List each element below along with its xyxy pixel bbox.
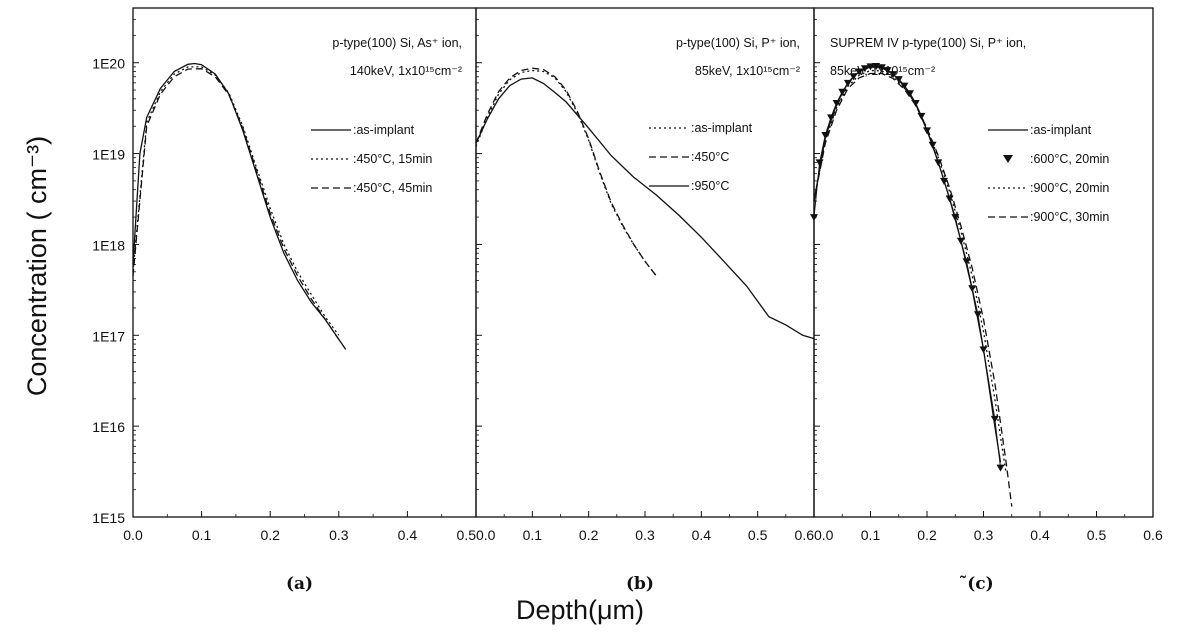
panel-annotation: 85keV, 1x10¹⁵cm⁻²	[695, 64, 800, 78]
x-tick-label: 0.5	[1087, 527, 1107, 543]
x-tick-label: 0.3	[635, 527, 655, 543]
series-line	[132, 66, 340, 336]
x-tick-label: 0.1	[523, 527, 543, 543]
panel-label: ̃(c)	[959, 574, 993, 594]
x-tick-label: 0.3	[974, 527, 994, 543]
panel-label: (a)	[286, 574, 313, 594]
x-tick-label: 0.3	[329, 527, 349, 543]
series-marker	[996, 464, 1005, 472]
series-marker	[810, 214, 818, 222]
series-line	[813, 72, 1013, 507]
legend-label: :950°C	[691, 179, 729, 193]
panel-annotation: p-type(100) Si, P⁺ ion,	[676, 36, 800, 50]
series-marker	[821, 132, 830, 139]
series-marker	[906, 90, 914, 98]
legend-label: :900°C, 20min	[1030, 181, 1109, 195]
y-tick-label: 1E18	[92, 237, 125, 253]
series-marker	[945, 195, 954, 203]
series-marker	[928, 141, 937, 149]
legend-marker	[1003, 155, 1013, 163]
legend-label: :450°C	[691, 150, 729, 164]
series-marker	[838, 88, 847, 96]
series-marker	[860, 65, 869, 73]
series-line	[475, 69, 657, 277]
x-axis-title: Depth(μm)	[516, 595, 644, 625]
y-tick-label: 1E20	[92, 56, 125, 72]
series-marker	[889, 71, 898, 79]
x-tick-label: 0.0	[123, 527, 143, 543]
series-marker	[827, 114, 835, 122]
legend-label: :450°C, 45min	[353, 181, 432, 195]
panel-3: 0.0 0.1 0.2 0.3 0.4 0.5 0.6 SUPREM IV p-type(10…	[810, 7, 1163, 594]
x-tick-label: 0.0	[476, 527, 496, 543]
series-marker	[962, 258, 971, 266]
panel-annotation: p-type(100) Si, As⁺ ion,	[332, 36, 462, 50]
y-tick-label: 1E15	[92, 510, 125, 526]
legend-label: :900°C, 30min	[1030, 210, 1109, 224]
series-line	[813, 69, 1007, 474]
legend-label: :450°C, 15min	[353, 152, 432, 166]
panel-annotation: 140keV, 1x10¹⁵cm⁻²	[350, 64, 462, 78]
panel-annotation: 85keV, 1x10¹⁵cm⁻²	[830, 64, 935, 78]
series-marker	[990, 415, 999, 423]
series-marker	[883, 67, 892, 75]
series-line	[475, 67, 657, 277]
series-marker	[849, 73, 858, 81]
x-tick-label: 0.2	[260, 527, 280, 543]
panel-1: 1E15 1E16 1E17 1E18 1E19 1E20 0.0 0.1 0.2 0.3 0.4 0…	[92, 7, 477, 594]
x-tick-label: 0.4	[1030, 527, 1050, 543]
series-line	[132, 62, 347, 350]
x-tick-label: 0.6	[1143, 527, 1163, 543]
series-marker	[855, 68, 864, 76]
panel-annotation: SUPREM IV p-type(100) Si, P⁺ ion,	[830, 36, 1026, 50]
legend-label: :as-implant	[691, 121, 753, 135]
legend-label: :as-implant	[1030, 123, 1092, 137]
panel-2: 0.0 0.1 0.2 0.3 0.4 0.5 0.6 p-type(100) Si, P⁺ …	[475, 7, 815, 594]
legend-label: :600°C, 20min	[1030, 152, 1109, 166]
y-axis-title: Concentration ( cm⁻³)	[22, 136, 52, 396]
y-tick-label: 1E16	[92, 419, 125, 435]
series-marker	[877, 64, 886, 72]
legend-label: :as-implant	[353, 123, 415, 137]
series-line	[475, 77, 815, 340]
x-tick-label: 0.2	[579, 527, 599, 543]
series-marker	[973, 311, 982, 319]
series-marker	[843, 79, 852, 87]
panel-label: (b)	[626, 574, 654, 594]
x-tick-label: 0.1	[861, 527, 881, 543]
series-marker	[894, 76, 903, 84]
x-tick-label: 0.6	[795, 527, 815, 543]
series-marker	[832, 100, 841, 107]
series-marker	[866, 63, 875, 71]
y-tick-label: 1E19	[92, 147, 125, 163]
series-marker	[900, 82, 909, 90]
series-marker	[979, 346, 988, 354]
x-tick-label: 0.4	[692, 527, 712, 543]
x-tick-label: 0.2	[917, 527, 937, 543]
y-tick-label: 1E17	[92, 328, 125, 344]
x-tick-label: 0.0	[814, 527, 834, 543]
series-marker	[923, 127, 931, 135]
x-tick-label: 0.4	[398, 527, 418, 543]
series-marker	[940, 177, 948, 185]
x-tick-label: 0.5	[457, 527, 477, 543]
x-tick-label: 0.1	[192, 527, 212, 543]
x-tick-label: 0.5	[748, 527, 768, 543]
